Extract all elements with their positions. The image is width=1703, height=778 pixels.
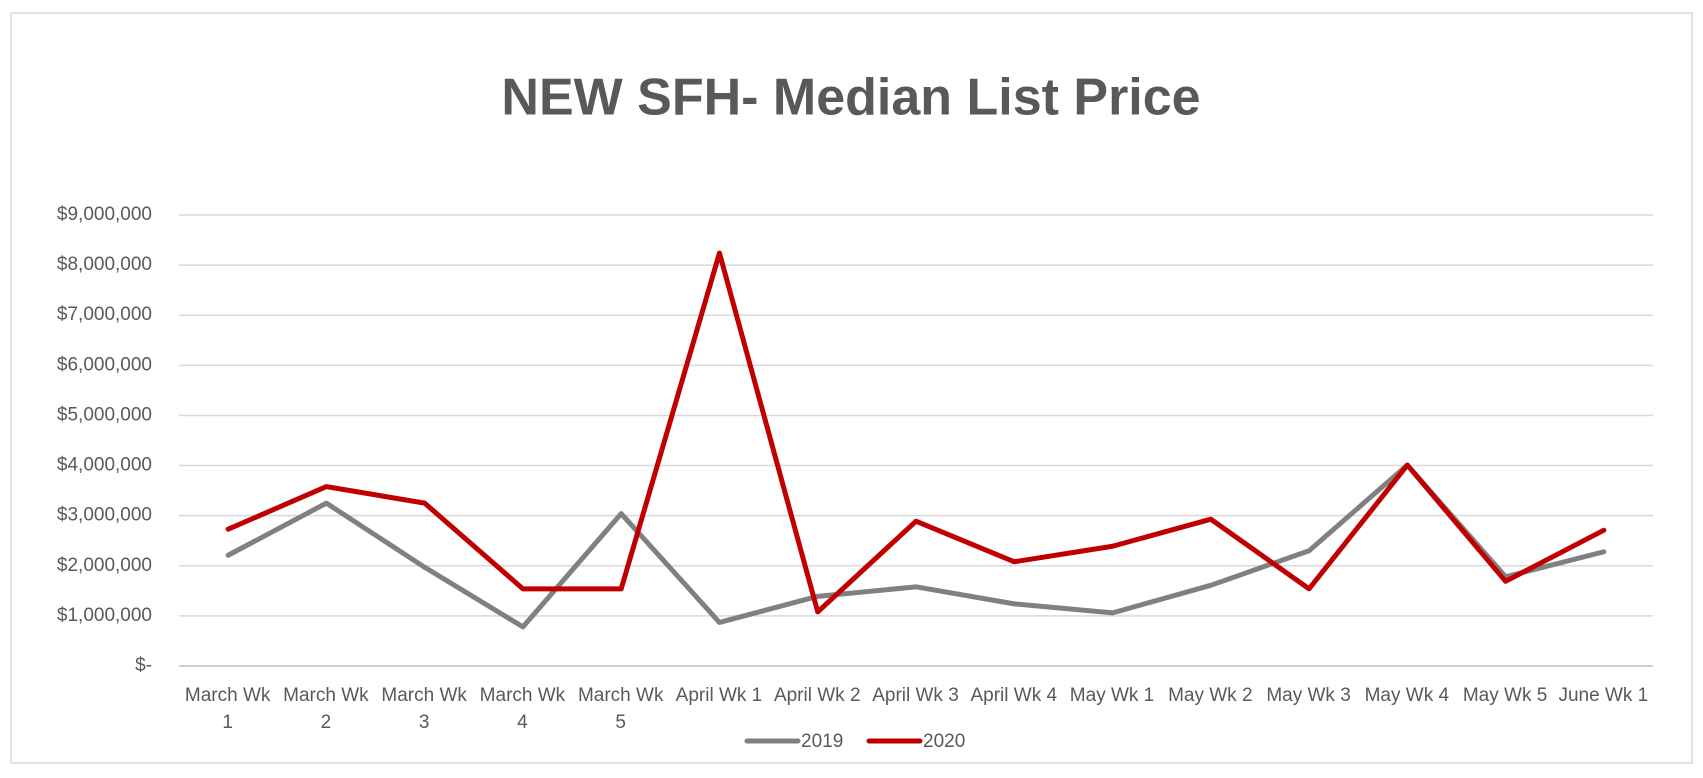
x-tick-label: March Wk 4 [479,685,566,733]
x-tick-label: May Wk 2 [1168,685,1253,706]
y-tick-label: $4,000,000 [57,455,152,476]
x-tick-label: March Wk 5 [577,685,664,733]
y-tick-label: $5,000,000 [57,404,152,425]
y-tick-label: $6,000,000 [57,354,152,375]
x-tick-label: May Wk 1 [1069,685,1155,706]
chart-title: NEW SFH- Median List Price [501,69,1200,127]
x-tick-label: May Wk 5 [1462,685,1548,706]
y-tick-label: $3,000,000 [57,505,152,526]
y-tick-label: $8,000,000 [57,254,152,275]
x-tick-label: May Wk 3 [1266,685,1351,706]
y-tick-label: $2,000,000 [57,555,152,576]
series-line [225,462,1607,630]
x-tick-label: March Wk 3 [381,685,467,733]
x-tick-label: March Wk 2 [283,685,369,733]
x-tick-label: May Wk 4 [1364,685,1450,706]
legend-label: 2019 [801,731,843,752]
y-tick-label: $9,000,000 [57,204,152,225]
legend-label: 2020 [923,731,965,752]
x-tick-label: March Wk 1 [184,685,271,733]
x-tick-label: June Wk 1 [1558,685,1649,706]
y-tick-label: $7,000,000 [57,304,152,325]
x-tick-label: April Wk 4 [970,685,1058,706]
chart-frame [10,12,1693,764]
series-line [225,250,1607,615]
x-tick-label: April Wk 2 [773,685,861,706]
x-tick-label: April Wk 1 [675,685,763,706]
x-tick-label: April Wk 3 [872,685,959,706]
y-tick-label: $- [135,655,152,676]
y-tick-label: $1,000,000 [57,605,152,626]
